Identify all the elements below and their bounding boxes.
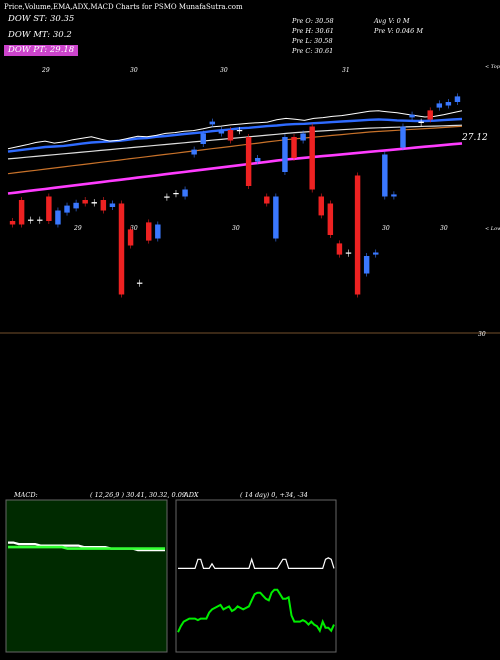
bottom-date-label: 30: [232, 225, 240, 232]
ohlc-volume: Pre V: 0.046 M: [374, 27, 424, 35]
candle: [318, 196, 324, 216]
candle: [37, 219, 43, 221]
candle: [18, 200, 25, 225]
macd-line-a: [8, 541, 165, 552]
chart-header-title: Price,Volume,EMA,ADX,MACD Charts for PSM…: [4, 3, 243, 11]
candle: [345, 252, 352, 254]
right-tops-label: < Tops: [485, 64, 500, 70]
legend-dow-mt-label: DOW MT: 30.2: [8, 30, 72, 40]
adx-green-line: [177, 588, 335, 634]
candle: [391, 194, 397, 197]
ohlc-close: Pre C: 30.61: [292, 47, 334, 55]
top-date-label: 30: [220, 67, 228, 74]
candle: [55, 210, 61, 225]
candle: [254, 158, 261, 162]
candle: [309, 126, 315, 190]
adx-panel: [175, 499, 337, 653]
candle: [409, 114, 415, 118]
candle: [300, 133, 306, 141]
macd-panel: [5, 499, 168, 653]
candle: [445, 102, 452, 106]
legend-dow-mt: DOW MT: 30.2: [4, 30, 76, 41]
candle: [191, 149, 197, 155]
candle: [400, 126, 406, 148]
ohlc-avg-volume: Avg V: 0 M: [374, 17, 410, 25]
top-date-label: 31: [342, 67, 350, 74]
macd-params: ( 12,26,9 ) 30.41, 30.32, 0.09: [90, 491, 187, 499]
legend-dow-pt: DOW PT: 29.18: [4, 45, 79, 56]
ema-long-line: [7, 125, 463, 175]
ohlc-low: Pre L: 30.58: [292, 37, 333, 45]
candle: [436, 103, 443, 108]
adx-params: ( 14 day) 0, +34, -34: [240, 491, 308, 499]
candle: [354, 175, 361, 295]
candle: [236, 130, 243, 132]
candle: [100, 200, 107, 211]
adx-label: ADX: [184, 491, 199, 499]
candle: [218, 130, 225, 134]
candle: [118, 203, 125, 295]
dow-pt-line: [7, 142, 463, 195]
candle: [127, 229, 134, 246]
bottom-date-label: 30: [440, 225, 448, 232]
macd-line-b: [8, 545, 165, 550]
candle: [64, 205, 70, 213]
candle: [282, 137, 288, 172]
candle: [46, 196, 52, 221]
bottom-date-label: 30: [382, 225, 390, 232]
candle: [363, 256, 370, 274]
candle: [427, 110, 433, 120]
candle: [146, 222, 152, 241]
candle: [136, 282, 143, 284]
legend-dow-pt-label: DOW PT: 29.18: [8, 45, 75, 55]
adx-white-line: [178, 557, 335, 569]
candle: [264, 196, 270, 204]
candle: [155, 224, 161, 239]
legend-dow-st-label: DOW ST: 30.35: [8, 14, 75, 24]
candle: [336, 243, 343, 255]
candle: [200, 133, 206, 144]
candle: [91, 202, 97, 204]
candle: [164, 196, 170, 198]
macd-label: MACD:: [14, 491, 38, 499]
candle: [227, 130, 234, 141]
bottom-date-label: 30: [130, 225, 138, 232]
candle: [273, 196, 279, 239]
candle: [327, 203, 334, 235]
ohlc-high: Pre H: 30.61: [292, 27, 334, 35]
candle: [27, 219, 34, 221]
right-lows-label: < Lows: [485, 226, 500, 232]
top-date-label: 30: [130, 67, 138, 74]
bottom-date-label: 29: [73, 225, 82, 232]
legend-dow-st: DOW ST: 30.35: [4, 14, 78, 25]
candle: [454, 96, 461, 102]
candle: [173, 193, 179, 195]
price-line: [7, 110, 463, 150]
candle: [209, 121, 216, 125]
candle: [373, 252, 379, 255]
top-date-label: 29: [41, 67, 50, 74]
candle: [82, 200, 88, 204]
candle: [418, 121, 424, 123]
price-label: 27.12: [461, 133, 488, 143]
candle: [245, 137, 252, 186]
ohlc-open: Pre O: 30.58: [292, 17, 334, 25]
candle: [291, 137, 297, 158]
candle: [73, 202, 79, 209]
candle: [109, 203, 116, 207]
level-label: 30: [478, 331, 486, 338]
ema-mid-line: [7, 124, 463, 160]
candle: [9, 221, 16, 225]
ema-short-line: [7, 117, 463, 153]
candle: [182, 189, 188, 197]
candle: [382, 154, 388, 197]
